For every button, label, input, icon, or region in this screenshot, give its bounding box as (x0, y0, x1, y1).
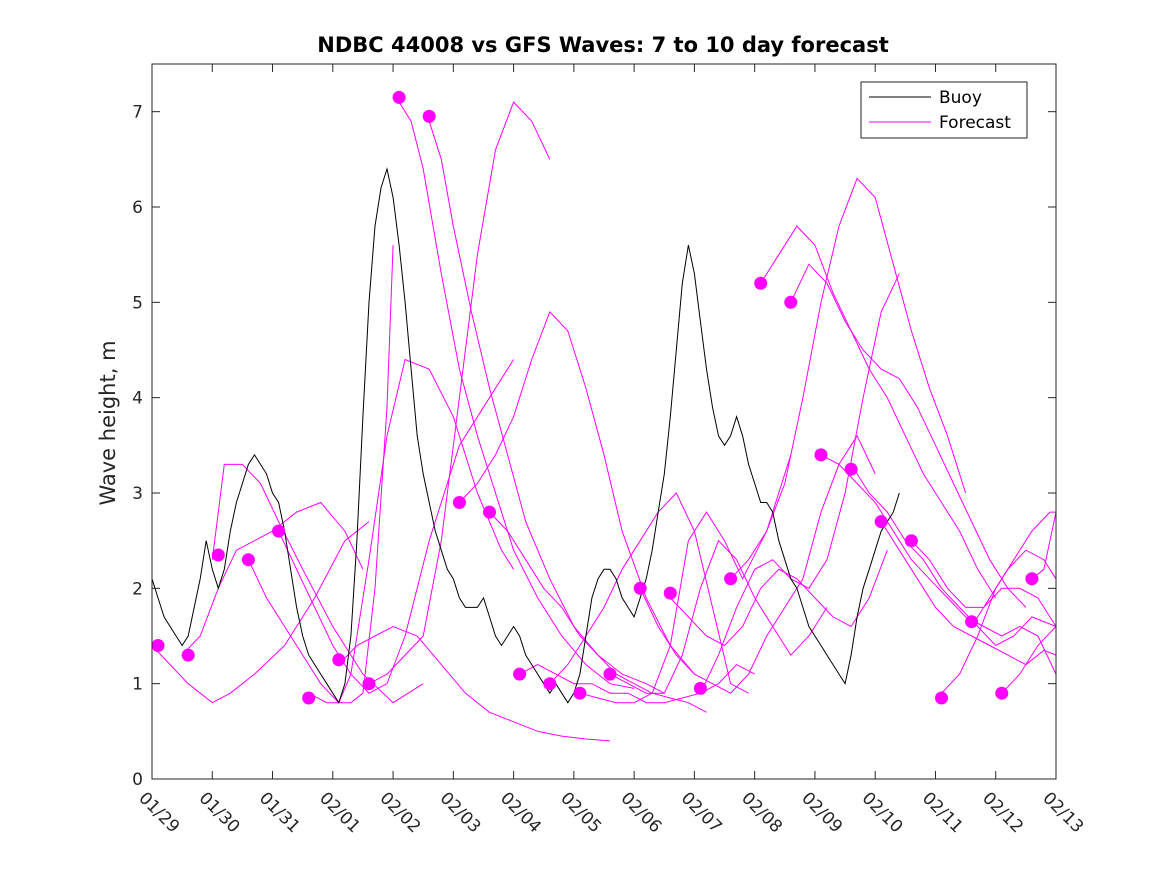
forecast-marker (904, 534, 918, 548)
forecast-marker (1025, 572, 1039, 586)
y-tick-label: 6 (132, 198, 143, 218)
forecast-marker (241, 553, 255, 567)
forecast-line (428, 121, 665, 694)
forecast-marker (573, 686, 587, 700)
y-tick-label: 1 (132, 675, 143, 695)
forecast-line (669, 550, 888, 647)
forecast-line (850, 464, 1056, 647)
forecast-marker (754, 276, 768, 290)
y-tick-label: 7 (132, 103, 143, 123)
forecast-marker (483, 505, 496, 519)
forecast-marker (392, 90, 406, 104)
forecast-line (338, 625, 611, 742)
forecast-marker (844, 462, 858, 476)
legend-label-forecast: Forecast (939, 113, 1011, 133)
forecast-line (609, 539, 828, 694)
forecast-marker (814, 448, 828, 462)
forecast-marker (603, 667, 617, 681)
forecast-marker (633, 581, 647, 595)
forecast-marker (452, 496, 466, 509)
legend-label-buoy: Buoy (939, 88, 982, 108)
y-tick-label: 5 (132, 293, 143, 313)
forecast-marker (935, 691, 948, 705)
forecast-marker (693, 681, 707, 695)
forecast-marker (302, 691, 316, 705)
forecast-line (790, 263, 1027, 608)
forecast-marker (663, 586, 677, 600)
plot-area-frame (151, 63, 1057, 780)
forecast-line (398, 101, 635, 689)
forecast-marker (995, 686, 1009, 700)
forecast-marker (874, 515, 888, 529)
forecast-line (880, 521, 1056, 666)
forecast-marker (965, 615, 979, 629)
forecast-marker (422, 109, 436, 123)
forecast-marker (543, 677, 557, 691)
y-tick-label: 4 (132, 389, 143, 409)
forecast-marker (332, 653, 346, 667)
legend-box (860, 81, 1028, 139)
forecast-marker (513, 667, 527, 681)
forecast-line (730, 177, 967, 580)
forecast-marker (784, 295, 798, 309)
forecast-line (368, 101, 551, 685)
forecast-marker (272, 524, 286, 538)
legend: Buoy Forecast (860, 81, 1028, 139)
forecast-line (639, 434, 876, 694)
y-tick-label: 2 (132, 579, 143, 599)
forecast-line (152, 521, 370, 704)
forecast-line (579, 454, 792, 704)
forecast-line (820, 454, 1056, 675)
forecast-marker (362, 677, 376, 691)
forecast-line (181, 501, 364, 656)
forecast-marker (181, 648, 195, 662)
forecast-marker (152, 639, 165, 652)
buoy-line (152, 166, 900, 704)
forecast-line (308, 358, 515, 704)
y-tick-label: 0 (132, 770, 143, 790)
forecast-line (549, 492, 749, 694)
forecast-line (278, 359, 515, 694)
chart-title: NDBC 44008 vs GFS Waves: 7 to 10 day for… (317, 33, 888, 57)
y-tick-label: 3 (132, 484, 143, 504)
forecast-line (489, 511, 707, 713)
forecast-marker (211, 548, 225, 562)
forecast-marker (724, 572, 738, 586)
forecast-line (699, 273, 900, 694)
forecast-line (1001, 626, 1056, 694)
forecast-line (459, 310, 695, 675)
forecast-line (760, 225, 997, 599)
y-axis-label: Wave height, m (96, 340, 120, 505)
forecast-line (971, 549, 1056, 627)
